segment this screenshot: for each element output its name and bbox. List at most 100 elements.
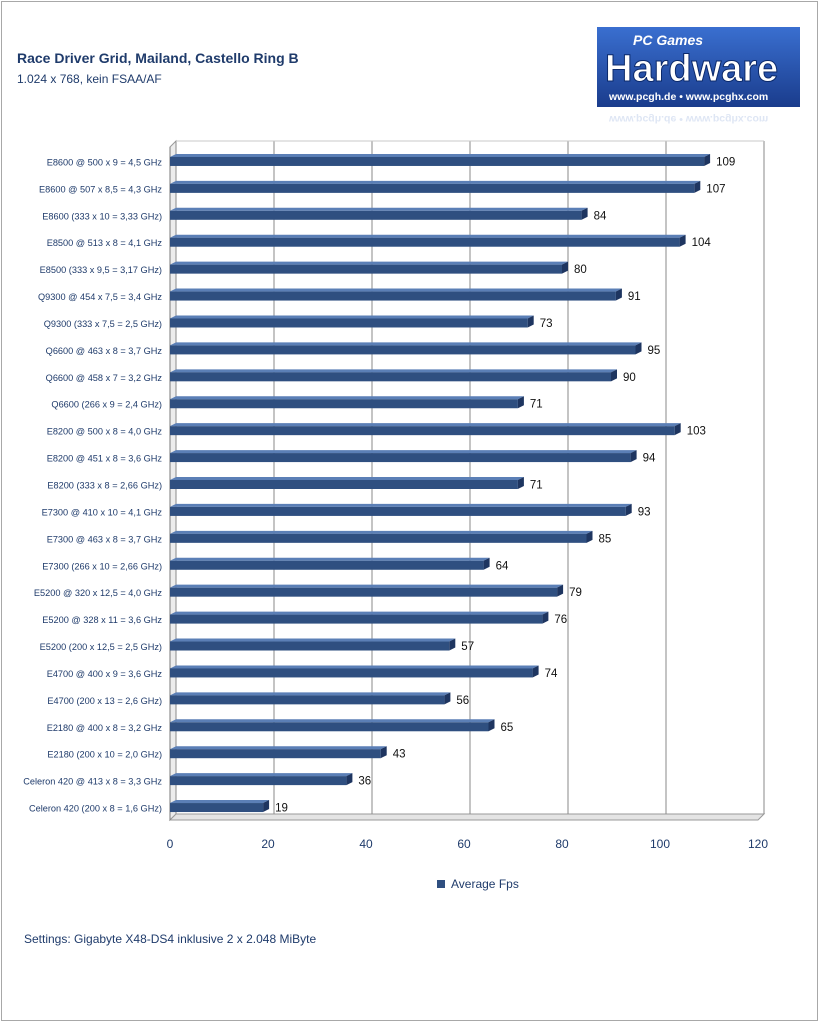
category-label: E8200 @ 500 x 8 = 4,0 GHz	[47, 427, 163, 437]
x-tick-label: 20	[261, 837, 275, 851]
bar	[170, 372, 611, 382]
bar-top-face	[170, 557, 490, 561]
bar-side-face	[581, 207, 588, 220]
bar	[170, 183, 695, 193]
bar-top-face	[170, 692, 451, 696]
bar-top-face	[170, 180, 701, 184]
bar-side-face	[449, 638, 456, 651]
logo-brand-top: PC Games	[633, 32, 703, 48]
legend: Average Fps	[437, 877, 519, 891]
bar-side-face	[517, 477, 524, 489]
bar	[170, 237, 680, 247]
category-label: E7300 @ 410 x 10 = 4,1 GHz	[42, 507, 163, 517]
x-tick-label: 60	[457, 837, 471, 851]
bar	[170, 695, 445, 705]
data-label: 57	[461, 641, 474, 653]
logo-reflection: www.pcgh.de • www.pcghx.com	[608, 113, 768, 125]
bar-side-face	[704, 153, 711, 166]
category-label: E4700 @ 400 x 9 = 3,6 GHz	[47, 669, 163, 679]
bar-side-face	[488, 719, 495, 732]
bar-top-face	[170, 207, 588, 211]
bar-top-face	[170, 584, 564, 588]
x-tick-label: 120	[748, 837, 768, 851]
category-label: Q9300 (333 x 7,5 = 2,5 GHz)	[44, 319, 162, 329]
bar	[170, 453, 631, 463]
x-tick-label: 40	[359, 837, 373, 851]
data-label: 107	[706, 183, 725, 195]
bar-top-face	[170, 719, 495, 723]
chart-title: Race Driver Grid, Mailand, Castello Ring…	[17, 50, 299, 66]
category-label: Celeron 420 @ 413 x 8 = 3,3 GHz	[23, 777, 162, 787]
bar	[170, 318, 528, 328]
data-label: 64	[496, 560, 509, 572]
bar-top-face	[170, 153, 711, 157]
bar-side-face	[611, 369, 617, 382]
logo-brand-url: www.pcgh.de • www.pcghx.com	[608, 91, 768, 103]
data-label: 74	[545, 668, 558, 680]
bar-top-face	[170, 423, 681, 427]
bar-side-face	[263, 800, 270, 813]
data-label: 93	[638, 506, 651, 518]
category-label: E4700 (200 x 13 = 2,6 GHz)	[47, 696, 162, 706]
category-label: E8600 (333 x 10 = 3,33 GHz)	[42, 211, 162, 221]
footnote: Settings: Gigabyte X48-DS4 inklusive 2 x…	[24, 932, 317, 946]
bar-side-face	[557, 584, 564, 597]
bar-top-face	[170, 315, 534, 319]
bar-top-face	[170, 477, 524, 480]
category-label: Q6600 @ 463 x 8 = 3,7 GHz	[46, 346, 163, 356]
category-label: E5200 @ 328 x 11 = 3,6 GHz	[42, 615, 162, 625]
category-label: E8500 @ 513 x 8 = 4,1 GHz	[47, 238, 163, 248]
bar-top-face	[170, 288, 622, 292]
data-label: 95	[648, 345, 661, 357]
category-label: Q6600 (266 x 9 = 2,4 GHz)	[51, 400, 162, 410]
category-label: E7300 (266 x 10 = 2,66 GHz)	[42, 561, 162, 571]
bar	[170, 722, 489, 732]
bar-top-face	[170, 261, 568, 265]
bar-side-face	[694, 180, 701, 193]
bar-side-face	[527, 315, 534, 328]
category-label: E2180 @ 400 x 8 = 3,2 GHz	[47, 723, 163, 733]
bar	[170, 533, 587, 543]
plot-floor	[168, 813, 766, 821]
bar	[170, 614, 543, 624]
bar-side-face	[615, 288, 622, 301]
pcgh-logo: PC Games Hardware www.pcgh.de • www.pcgh…	[597, 27, 800, 125]
legend-swatch	[437, 880, 445, 888]
bar-top-face	[170, 369, 617, 373]
bar	[170, 587, 558, 597]
category-label: E8200 (333 x 8 = 2,66 GHz)	[47, 481, 162, 491]
bar-top-face	[170, 800, 270, 804]
category-label: E8600 @ 500 x 9 = 4,5 GHz	[47, 157, 163, 167]
data-label: 103	[687, 426, 706, 438]
bar	[170, 641, 450, 651]
bar-top-face	[170, 342, 642, 346]
bar-top-face	[170, 746, 387, 750]
bar	[170, 264, 562, 274]
bar-top-face	[170, 234, 686, 238]
bar	[170, 210, 582, 220]
category-label: Q9300 @ 454 x 7,5 = 3,4 GHz	[38, 292, 162, 302]
data-label: 85	[599, 533, 612, 545]
data-label: 43	[393, 749, 406, 761]
bar-side-face	[635, 342, 642, 355]
bar-side-face	[517, 396, 524, 409]
bar	[170, 399, 518, 409]
data-label: 91	[628, 291, 641, 303]
bar	[170, 426, 675, 436]
bar-side-face	[562, 261, 568, 274]
bar-side-face	[542, 611, 549, 624]
x-tick-label: 0	[167, 837, 174, 851]
logo-brand-main: Hardware	[605, 48, 778, 90]
bar	[170, 506, 626, 516]
bar-side-face	[679, 234, 686, 247]
bar-side-face	[674, 423, 681, 436]
data-label: 109	[716, 156, 735, 168]
data-label: 104	[692, 237, 712, 249]
bar-top-face	[170, 638, 456, 642]
bar-top-face	[170, 665, 539, 669]
bar-top-face	[170, 396, 524, 400]
bar	[170, 668, 533, 678]
bar	[170, 776, 347, 786]
bar-side-face	[444, 692, 451, 705]
bar	[170, 291, 616, 301]
